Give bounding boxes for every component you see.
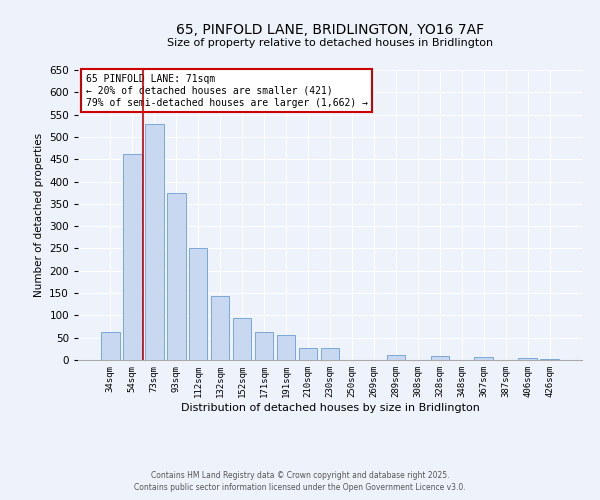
Text: Size of property relative to detached houses in Bridlington: Size of property relative to detached ho… bbox=[167, 38, 493, 48]
Bar bbox=[320, 348, 340, 360]
Bar bbox=[145, 124, 164, 360]
Bar bbox=[475, 357, 493, 360]
Bar bbox=[233, 318, 251, 360]
Bar bbox=[431, 356, 449, 360]
Bar bbox=[211, 296, 229, 360]
Bar bbox=[189, 248, 208, 360]
Bar bbox=[541, 358, 559, 360]
Y-axis label: Number of detached properties: Number of detached properties bbox=[34, 133, 44, 297]
Bar bbox=[255, 332, 274, 360]
Bar bbox=[386, 354, 405, 360]
Bar bbox=[101, 332, 119, 360]
Text: Contains HM Land Registry data © Crown copyright and database right 2025.
Contai: Contains HM Land Registry data © Crown c… bbox=[134, 471, 466, 492]
Bar bbox=[277, 334, 295, 360]
Bar bbox=[518, 358, 537, 360]
Bar bbox=[299, 348, 317, 360]
X-axis label: Distribution of detached houses by size in Bridlington: Distribution of detached houses by size … bbox=[181, 402, 479, 412]
Bar bbox=[123, 154, 142, 360]
Text: 65, PINFOLD LANE, BRIDLINGTON, YO16 7AF: 65, PINFOLD LANE, BRIDLINGTON, YO16 7AF bbox=[176, 22, 484, 36]
Text: 65 PINFOLD LANE: 71sqm
← 20% of detached houses are smaller (421)
79% of semi-de: 65 PINFOLD LANE: 71sqm ← 20% of detached… bbox=[86, 74, 368, 108]
Bar bbox=[167, 192, 185, 360]
